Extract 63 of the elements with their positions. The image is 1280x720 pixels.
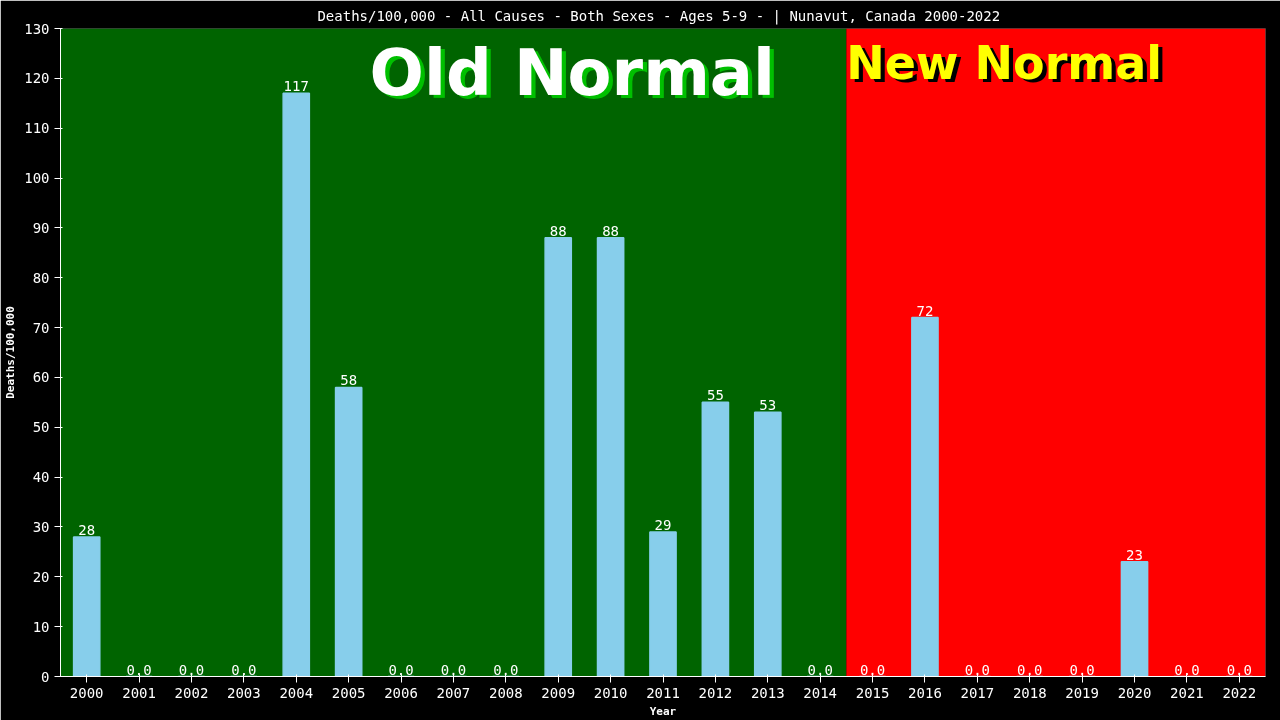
x-tick-label: 2013	[750, 684, 785, 701]
x-tick-label: 2014	[803, 684, 838, 701]
x-tick-label: 2008	[488, 684, 523, 701]
x-axis-title: Year	[649, 704, 677, 718]
y-tick-label: 0	[41, 668, 50, 685]
data-label: 88	[602, 222, 620, 239]
y-tick-label: 80	[32, 269, 50, 286]
x-tick-label: 2007	[436, 684, 471, 701]
x-tick-label: 2004	[279, 684, 314, 701]
x-tick-label: 2006	[384, 684, 418, 701]
data-label: 58	[340, 372, 358, 389]
y-tick-label: 120	[24, 70, 50, 87]
data-label: 55	[706, 387, 724, 404]
data-label: 0.0	[859, 661, 886, 678]
y-tick-label: 90	[32, 219, 50, 236]
data-label: 0.0	[388, 661, 414, 678]
x-tick-label: 2018	[1012, 684, 1047, 701]
y-tick-label: 20	[32, 568, 50, 585]
data-label: 29	[654, 516, 672, 533]
x-tick-label: 2020	[1117, 684, 1152, 701]
x-tick-label: 2010	[593, 684, 628, 701]
data-label: 0.0	[1017, 661, 1043, 678]
x-tick-label: 2022	[1222, 684, 1257, 701]
data-label: 0.0	[1174, 661, 1200, 678]
y-tick-label: 110	[24, 120, 50, 137]
data-label: 0.0	[126, 661, 152, 678]
data-label: 0.0	[231, 661, 257, 678]
data-label: 0.0	[493, 661, 519, 678]
x-tick-label: 2001	[122, 684, 156, 701]
data-label: 23	[1126, 546, 1143, 563]
y-tick-label: 10	[32, 618, 50, 635]
x-tick-label: 2003	[227, 684, 261, 701]
data-label: 0.0	[964, 661, 990, 678]
data-label: 0.0	[1226, 661, 1252, 678]
x-tick-label: 2000	[69, 684, 104, 701]
x-tick-label: 2002	[174, 684, 209, 701]
data-label: 0.0	[440, 661, 467, 678]
data-label: 28	[78, 521, 96, 538]
data-label: 0.0	[178, 661, 205, 678]
data-label: 117	[283, 78, 309, 95]
y-tick-label: 40	[32, 469, 50, 486]
y-tick-label: 100	[24, 170, 50, 187]
y-tick-label: 30	[32, 518, 50, 535]
x-tick-label: 2011	[646, 684, 680, 701]
data-label: 0.0	[807, 661, 833, 678]
y-axis-title: Deaths/100,000	[4, 306, 18, 399]
y-tick-label: 70	[32, 319, 50, 336]
data-label: 72	[916, 302, 934, 319]
x-tick-label: 2012	[698, 684, 733, 701]
x-tick-label: 2016	[908, 684, 942, 701]
data-label: 88	[549, 222, 567, 239]
y-tick-label: 50	[32, 419, 50, 436]
chart-title: Deaths/100,000 - All Causes - Both Sexes - Ages 5-9 - | Nunavut, Canada 2000-2022	[317, 7, 1001, 25]
x-tick-label: 2015	[855, 684, 890, 701]
y-tick-label: 60	[32, 369, 50, 386]
x-tick-label: 2009	[541, 684, 576, 701]
x-tick-label: 2021	[1170, 684, 1204, 701]
y-tick-label: 130	[24, 20, 50, 37]
x-tick-label: 2005	[331, 684, 366, 701]
data-label: 53	[759, 397, 777, 414]
x-tick-label: 2019	[1065, 684, 1099, 701]
data-label: 0.0	[1069, 661, 1095, 678]
x-tick-label: 2017	[960, 684, 995, 701]
